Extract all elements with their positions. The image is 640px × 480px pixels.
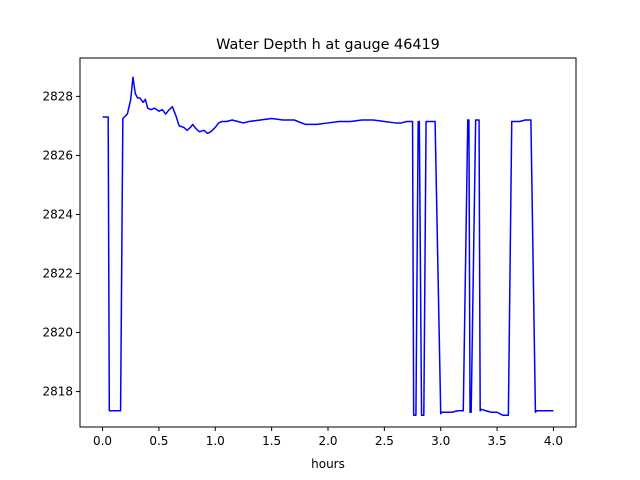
x-axis: 0.0 0.5 1.0 1.5 2.0 2.5 3.0 3.5 4.0: [93, 427, 563, 448]
x-tick-label: 2.5: [375, 434, 394, 448]
plot-area: [79, 57, 577, 428]
chart-title: Water Depth h at gauge 46419: [216, 37, 440, 53]
x-tick-label: 3.5: [488, 434, 507, 448]
x-tick-label: 3.0: [431, 434, 450, 448]
x-axis-title: hours: [311, 457, 345, 471]
x-tick-label: 4.0: [544, 434, 563, 448]
y-tick-label: 2826: [42, 148, 73, 162]
plot-background: [80, 58, 576, 427]
x-tick-label: 1.5: [262, 434, 281, 448]
y-tick-label: 2822: [42, 266, 73, 280]
x-tick-label: 0.0: [93, 434, 112, 448]
y-tick-label: 2820: [42, 326, 73, 340]
series-layer: [102, 76, 554, 416]
y-tick-label: 2828: [42, 89, 73, 103]
x-tick-label: 0.5: [149, 434, 168, 448]
y-tick-label: 2818: [42, 385, 73, 399]
y-axis: 2818 2820 2822 2824 2826 2828: [42, 89, 80, 399]
x-tick-label: 2.0: [318, 434, 337, 448]
series-line-0: [102, 76, 554, 416]
x-tick-label: 1.0: [206, 434, 225, 448]
y-tick-label: 2824: [42, 207, 73, 221]
